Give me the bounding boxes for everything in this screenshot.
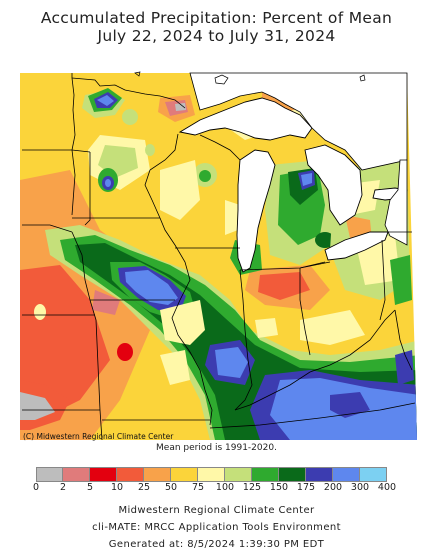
legend-tick-label: 175 [296,482,316,493]
color-legend [36,467,387,482]
map-date-range: July 22, 2024 to July 31, 2024 [97,27,336,45]
legend-tick-label: 0 [32,482,40,493]
map-credit: (C) Midwestern Regional Climate Center [23,432,174,441]
legend-tick-label: 125 [242,482,262,493]
legend-swatch [36,468,63,481]
legend-swatch [63,468,90,481]
legend-tick-label: 75 [191,482,205,493]
legend-tick-labels: 0 2 5 10 25 50 75 100 125 150 175 200 300 400 [0,482,433,494]
legend-swatch [306,468,333,481]
legend-tick-label: 150 [269,482,289,493]
footer-generated-time: Generated at: 8/5/2024 1:39:30 PM EDT [108,539,325,550]
great-lakes [178,97,408,273]
footer-tool-name: cli-MATE: MRCC Application Tools Environ… [92,522,341,533]
footer-organization: Midwestern Regional Climate Center [118,505,315,516]
legend-tick-label: 2 [59,482,67,493]
legend-tick-label: 50 [164,482,178,493]
legend-swatch [171,468,198,481]
legend-swatch [279,468,306,481]
canada-region [189,72,408,246]
legend-tick-label: 10 [110,482,124,493]
lake-superior [178,97,313,141]
legend-tick-label: 100 [215,482,235,493]
legend-tick-label: 200 [323,482,343,493]
canada-islands [134,71,366,85]
mean-period-note: Mean period is 1991-2020. [156,443,277,453]
legend-tick-label: 300 [350,482,370,493]
state-borders [22,73,416,441]
lake-erie [324,231,389,261]
legend-swatch [252,468,279,481]
legend-tick-label: 400 [377,482,397,493]
legend-tick-label: 5 [86,482,94,493]
legend-swatch [144,468,171,481]
legend-swatch [117,468,144,481]
legend-tick-label: 25 [137,482,151,493]
legend-swatch [225,468,252,481]
map-title: Accumulated Precipitation: Percent of Me… [40,9,393,27]
lake-michigan [236,149,276,273]
legend-swatch [198,468,225,481]
legend-swatch [360,468,387,481]
lake-huron [304,144,363,226]
legend-swatch [333,468,360,481]
legend-swatch [90,468,117,481]
